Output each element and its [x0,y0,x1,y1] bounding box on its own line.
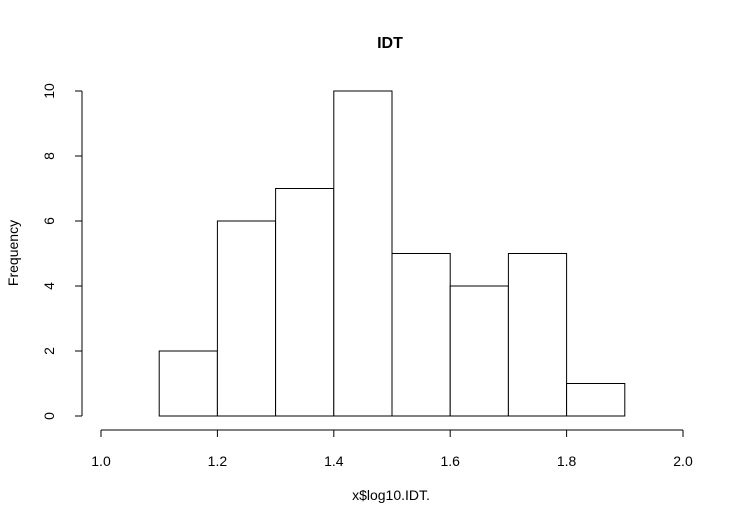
x-axis-label: x$log10.IDT. [352,487,430,503]
x-tick-label: 2.0 [673,453,693,469]
y-tick-label: 8 [41,152,57,160]
histogram-bar [275,188,335,417]
histogram-bar [449,285,509,417]
histogram-bar [333,90,393,417]
histogram-bars [158,90,626,417]
histogram-bar [158,350,218,417]
chart-title: IDT [377,35,403,52]
x-tick-label: 1.6 [440,453,460,469]
histogram-bar [507,253,568,417]
y-axis: 0 2 4 6 8 10 [41,83,83,420]
x-tick-label: 1.4 [324,453,344,469]
x-tick-label: 1.2 [208,453,228,469]
y-axis-label: Frequency [5,220,21,286]
y-tick-label: 0 [41,412,57,420]
y-tick-label: 2 [41,347,57,355]
y-tick-label: 4 [41,282,57,290]
histogram-bar [216,220,277,417]
x-axis: 1.0 1.2 1.4 1.6 1.8 2.0 [91,429,693,469]
x-tick-label: 1.8 [557,453,577,469]
histogram-bar [566,383,626,417]
histogram-bar [391,253,451,417]
y-tick-label: 10 [41,83,57,99]
y-tick-label: 6 [41,217,57,225]
x-tick-label: 1.0 [91,453,111,469]
